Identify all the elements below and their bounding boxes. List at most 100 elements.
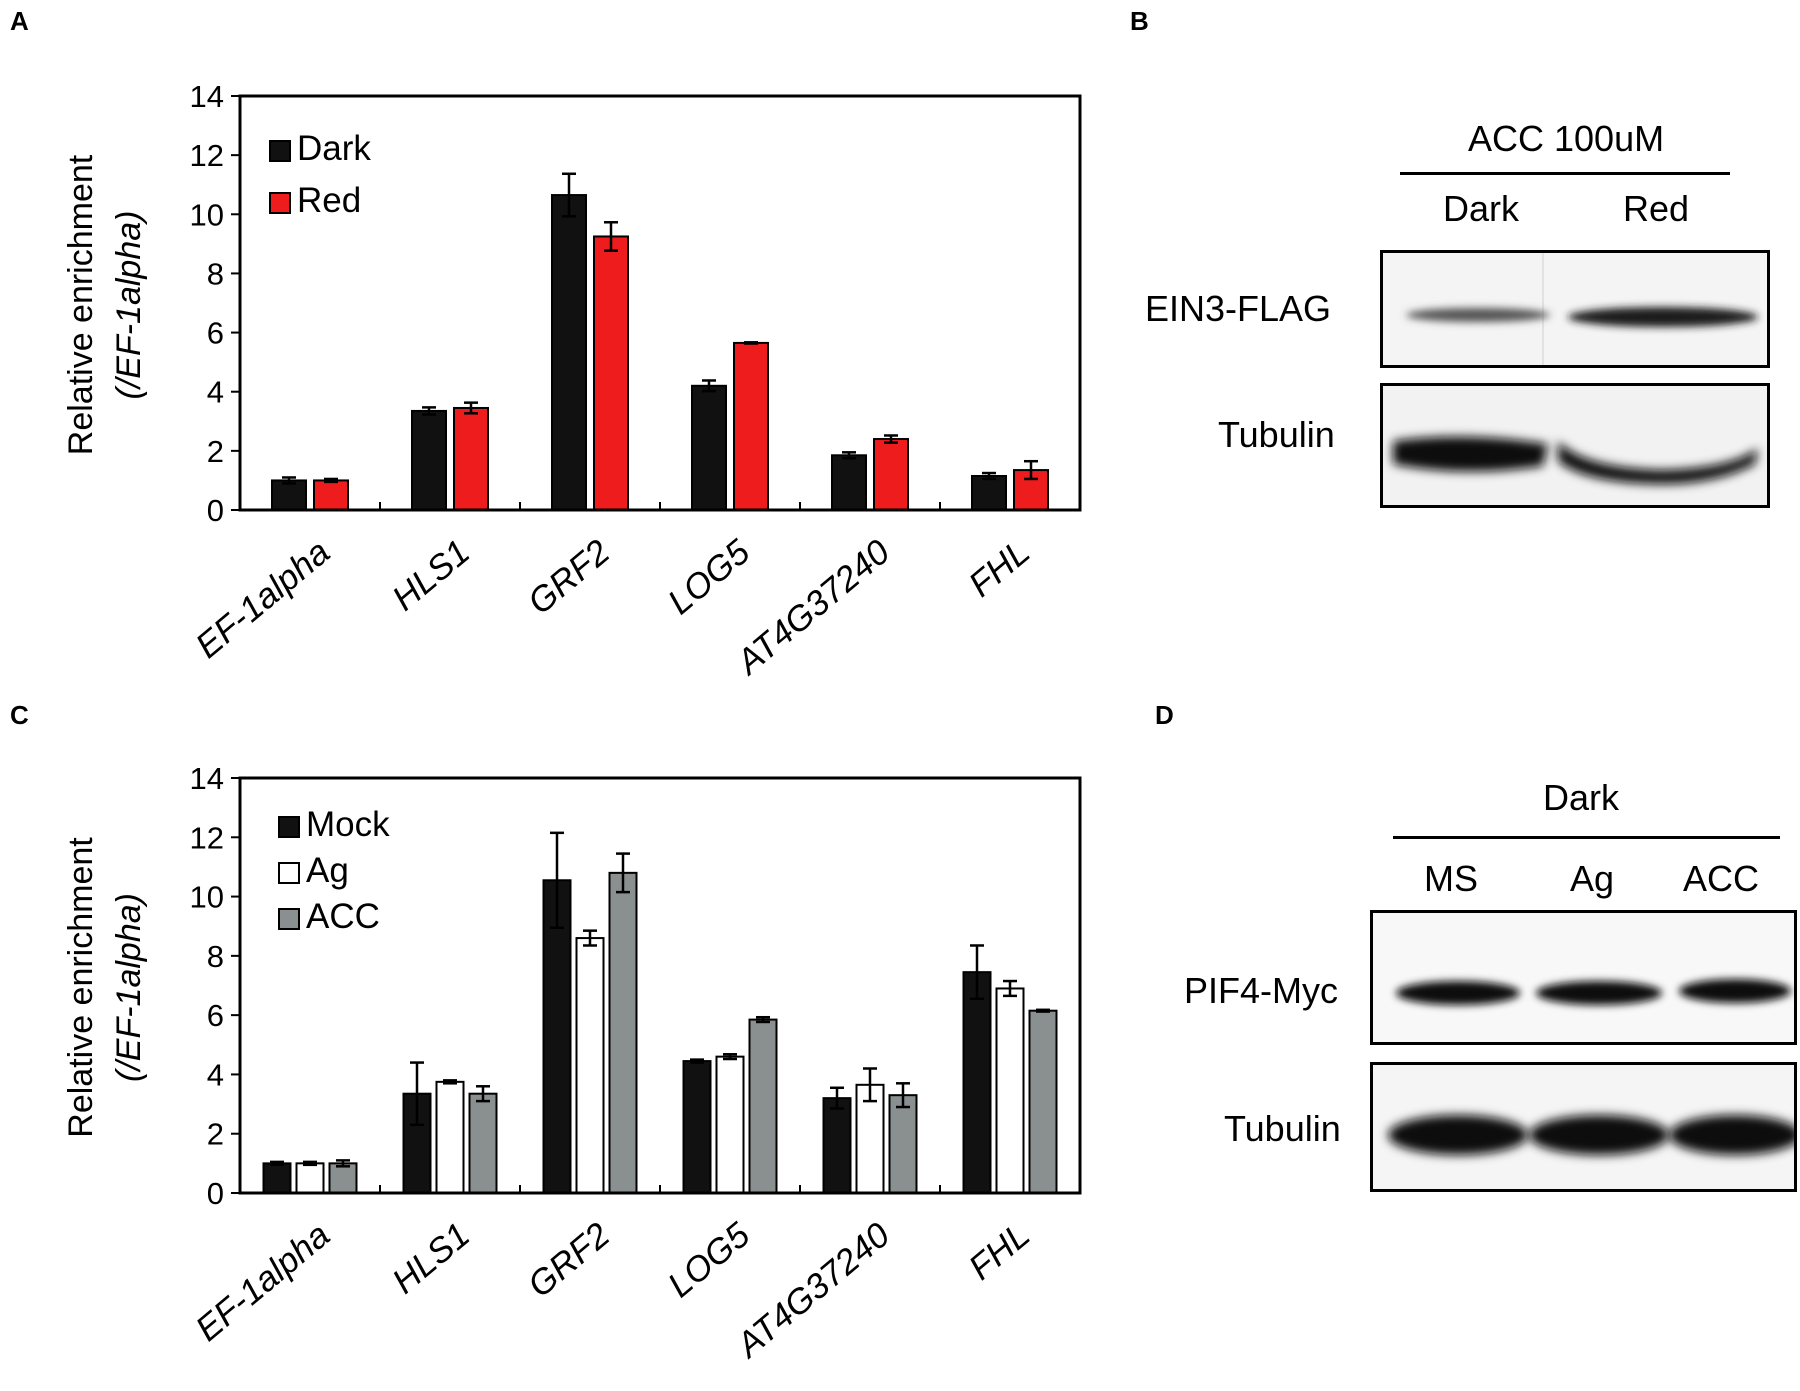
y-axis-label-unit: (/EF-1alpha) xyxy=(110,893,148,1082)
blot-b-ein3-membrane xyxy=(1380,250,1770,368)
bar xyxy=(682,1060,712,1195)
legend-label: Red xyxy=(297,181,361,220)
blot-b-lane-dark: Dark xyxy=(1443,188,1520,229)
bar xyxy=(831,454,867,511)
bar xyxy=(328,1162,358,1195)
bar xyxy=(971,474,1007,511)
blot-d-row-tubulin: Tubulin xyxy=(1224,1108,1341,1149)
panel-label-d: D xyxy=(1155,700,1174,730)
y-tick-label: 10 xyxy=(190,880,224,915)
legend-label: Dark xyxy=(297,129,371,168)
bar xyxy=(995,987,1025,1195)
y-tick-label: 0 xyxy=(207,1176,224,1211)
blot-b-row-tubulin: Tubulin xyxy=(1218,414,1335,455)
y-tick-label: 4 xyxy=(207,375,224,410)
x-tick-label: AT4G37240 xyxy=(728,1215,898,1366)
y-axis-label-unit: (/EF-1alpha) xyxy=(110,211,148,400)
blot-band xyxy=(1406,308,1550,322)
bar xyxy=(822,1097,852,1194)
bar xyxy=(468,1092,498,1195)
bar xyxy=(715,1055,745,1194)
blot-d-tubulin-membrane xyxy=(1370,1062,1797,1192)
x-tick-label: LOG5 xyxy=(661,1215,758,1305)
bar xyxy=(295,1162,325,1195)
x-tick-label: HLS1 xyxy=(385,1215,477,1301)
bar xyxy=(593,235,629,511)
y-tick-label: 10 xyxy=(190,197,224,232)
bar xyxy=(873,438,909,511)
blot-band xyxy=(1536,981,1662,1005)
y-axis-label: Relative enrichment xyxy=(62,154,100,455)
blot-d-header: Dark xyxy=(1543,777,1620,818)
legend-label: ACC xyxy=(306,897,380,936)
blot-band xyxy=(1393,436,1548,472)
bar xyxy=(435,1080,465,1195)
blot-band xyxy=(1568,307,1758,327)
bar xyxy=(962,971,992,1194)
x-tick-label: GRF2 xyxy=(521,532,618,622)
y-tick-label: 14 xyxy=(190,79,224,114)
y-tick-label: 4 xyxy=(207,1057,224,1092)
bar xyxy=(748,1018,778,1195)
bar xyxy=(608,871,638,1194)
panel-label-a: A xyxy=(10,6,29,36)
legend-label: Mock xyxy=(306,805,390,844)
blot-band xyxy=(1529,1115,1669,1155)
panel-label-c: C xyxy=(10,700,29,730)
x-tick-label: EF-1alpha xyxy=(188,1215,337,1349)
blot-d-lane-acc: ACC xyxy=(1683,858,1760,899)
legend-swatch xyxy=(269,192,291,214)
y-tick-label: 8 xyxy=(207,256,224,291)
blot-band xyxy=(1679,979,1791,1003)
bar xyxy=(575,937,605,1194)
legend-label: Ag xyxy=(306,851,349,890)
blot-b-lane-red: Red xyxy=(1623,188,1690,229)
x-tick-label: FHL xyxy=(961,532,1037,604)
chart-a: 0 2 4 6 8 10 12 14 Relative enrichment (/EF-1alph… xyxy=(62,79,1082,683)
bar xyxy=(313,479,349,511)
blot-b-tubulin-membrane xyxy=(1380,383,1770,508)
blot-b-row-ein3-flag: EIN3-FLAG xyxy=(1145,288,1332,329)
plot-frame xyxy=(238,94,1082,512)
legend-swatch xyxy=(278,816,300,838)
y-axis-label: Relative enrichment xyxy=(62,837,100,1138)
x-tick-label: EF-1alpha xyxy=(188,532,337,666)
blot-d-lane-ms: MS xyxy=(1424,858,1478,899)
panel-label-b: B xyxy=(1130,6,1149,36)
y-tick-label: 2 xyxy=(207,434,224,469)
y-tick-label: 14 xyxy=(190,761,224,796)
bar xyxy=(733,341,769,511)
y-tick-label: 6 xyxy=(207,316,224,351)
y-tick-label: 0 xyxy=(207,493,224,528)
blot-b-header: ACC 100uM xyxy=(1468,118,1665,159)
x-tick-label: GRF2 xyxy=(521,1215,618,1305)
x-tick-label: HLS1 xyxy=(385,532,477,618)
chart-c: 0 2 4 6 8 10 12 14 Relative enrichment (/EF-1alph… xyxy=(62,761,1082,1366)
blot-band xyxy=(1558,441,1758,485)
x-tick-label: FHL xyxy=(961,1215,1037,1287)
bar xyxy=(551,194,587,511)
y-tick-label: 12 xyxy=(190,820,224,855)
bar xyxy=(271,479,307,511)
bar xyxy=(411,409,447,511)
blot-band xyxy=(1388,1115,1528,1155)
plot-frame xyxy=(238,776,1082,1195)
x-tick-label: LOG5 xyxy=(661,532,758,622)
bar xyxy=(888,1094,918,1194)
blot-band xyxy=(1669,1115,1794,1155)
blot-d-row-pif4-myc: PIF4-Myc xyxy=(1184,970,1339,1011)
x-tick-label: AT4G37240 xyxy=(728,532,898,683)
bar xyxy=(855,1083,885,1194)
y-tick-label: 12 xyxy=(190,138,224,173)
blot-d-lane-ag: Ag xyxy=(1570,858,1615,899)
bar xyxy=(691,384,727,511)
bar xyxy=(262,1162,292,1195)
legend-swatch xyxy=(278,908,300,930)
y-tick-label: 6 xyxy=(207,998,224,1033)
bar xyxy=(1028,1009,1058,1195)
bar xyxy=(453,406,489,512)
legend-swatch xyxy=(278,862,300,884)
y-tick-label: 2 xyxy=(207,1117,224,1152)
legend-swatch xyxy=(269,140,291,162)
blot-d-header-line xyxy=(1393,836,1780,839)
